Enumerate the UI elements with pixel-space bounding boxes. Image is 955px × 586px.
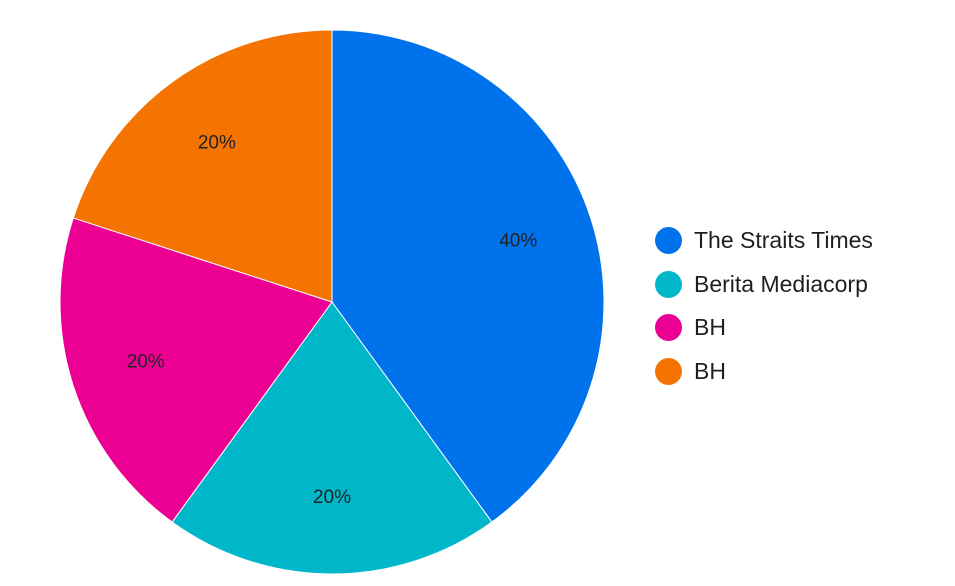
pie-slice-4 xyxy=(72,29,333,303)
legend-item-1: The Straits Times xyxy=(655,219,873,263)
legend-label: BH xyxy=(694,314,726,341)
legend-item-3: BH xyxy=(655,306,873,350)
legend-swatch xyxy=(655,227,682,255)
slice-percent-label-4: 20% xyxy=(198,133,236,154)
legend-label: BH xyxy=(694,357,726,384)
legend: The Straits Times Berita Mediacorp BH BH xyxy=(655,219,873,393)
slice-percent-label-1: 40% xyxy=(499,230,537,251)
legend-swatch xyxy=(655,357,682,385)
slice-percent-label-2: 20% xyxy=(313,487,351,508)
legend-label: Berita Mediacorp xyxy=(694,270,868,297)
pie-slices xyxy=(59,29,605,575)
slice-percent-label-3: 20% xyxy=(127,352,165,373)
legend-item-4: BH xyxy=(655,350,873,394)
legend-label: The Straits Times xyxy=(694,227,873,254)
legend-swatch xyxy=(655,314,682,342)
legend-swatch xyxy=(655,270,682,298)
pie-slice-1 xyxy=(331,29,605,523)
pie-slice-3 xyxy=(59,217,333,523)
pie-slice-2 xyxy=(171,301,493,575)
pie-labels: 40% 20% 20% 20% xyxy=(127,133,538,508)
legend-item-2: Berita Mediacorp xyxy=(655,263,873,307)
